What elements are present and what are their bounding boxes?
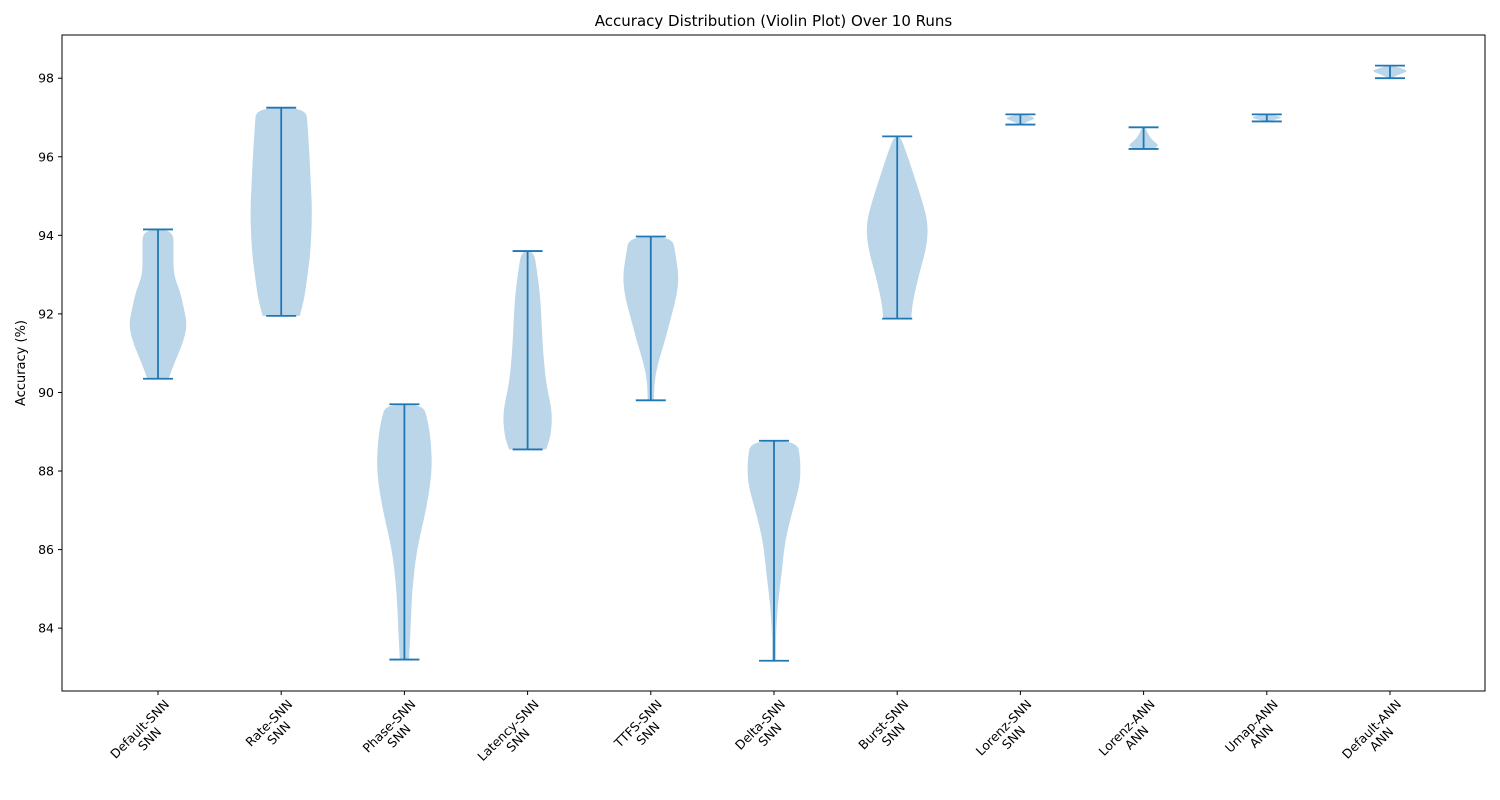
violin-group [1251, 113, 1282, 123]
y-tick-label: 92 [38, 306, 54, 321]
violin-group [623, 235, 679, 402]
y-axis-label: Accuracy (%) [14, 320, 29, 406]
y-tick-label: 96 [38, 149, 54, 164]
violin-group [129, 228, 187, 380]
violin-group [1373, 64, 1407, 80]
plot-frame [61, 34, 1486, 692]
violin-group [377, 403, 432, 661]
violin-group [1005, 113, 1036, 126]
violin-group [747, 439, 801, 662]
y-tick-label: 98 [38, 71, 54, 86]
chart-title: Accuracy Distribution (Violin Plot) Over… [595, 12, 953, 30]
y-tick-label: 88 [38, 464, 54, 479]
violin-group [866, 135, 928, 320]
violin-group [250, 106, 312, 317]
y-tick-label: 94 [38, 228, 54, 243]
y-tick-label: 90 [38, 385, 54, 400]
y-tick-label: 86 [38, 542, 54, 557]
violin-group [1128, 126, 1159, 150]
violins-layer [129, 64, 1407, 662]
violin-group [503, 250, 552, 451]
y-tick-label: 84 [38, 621, 54, 636]
